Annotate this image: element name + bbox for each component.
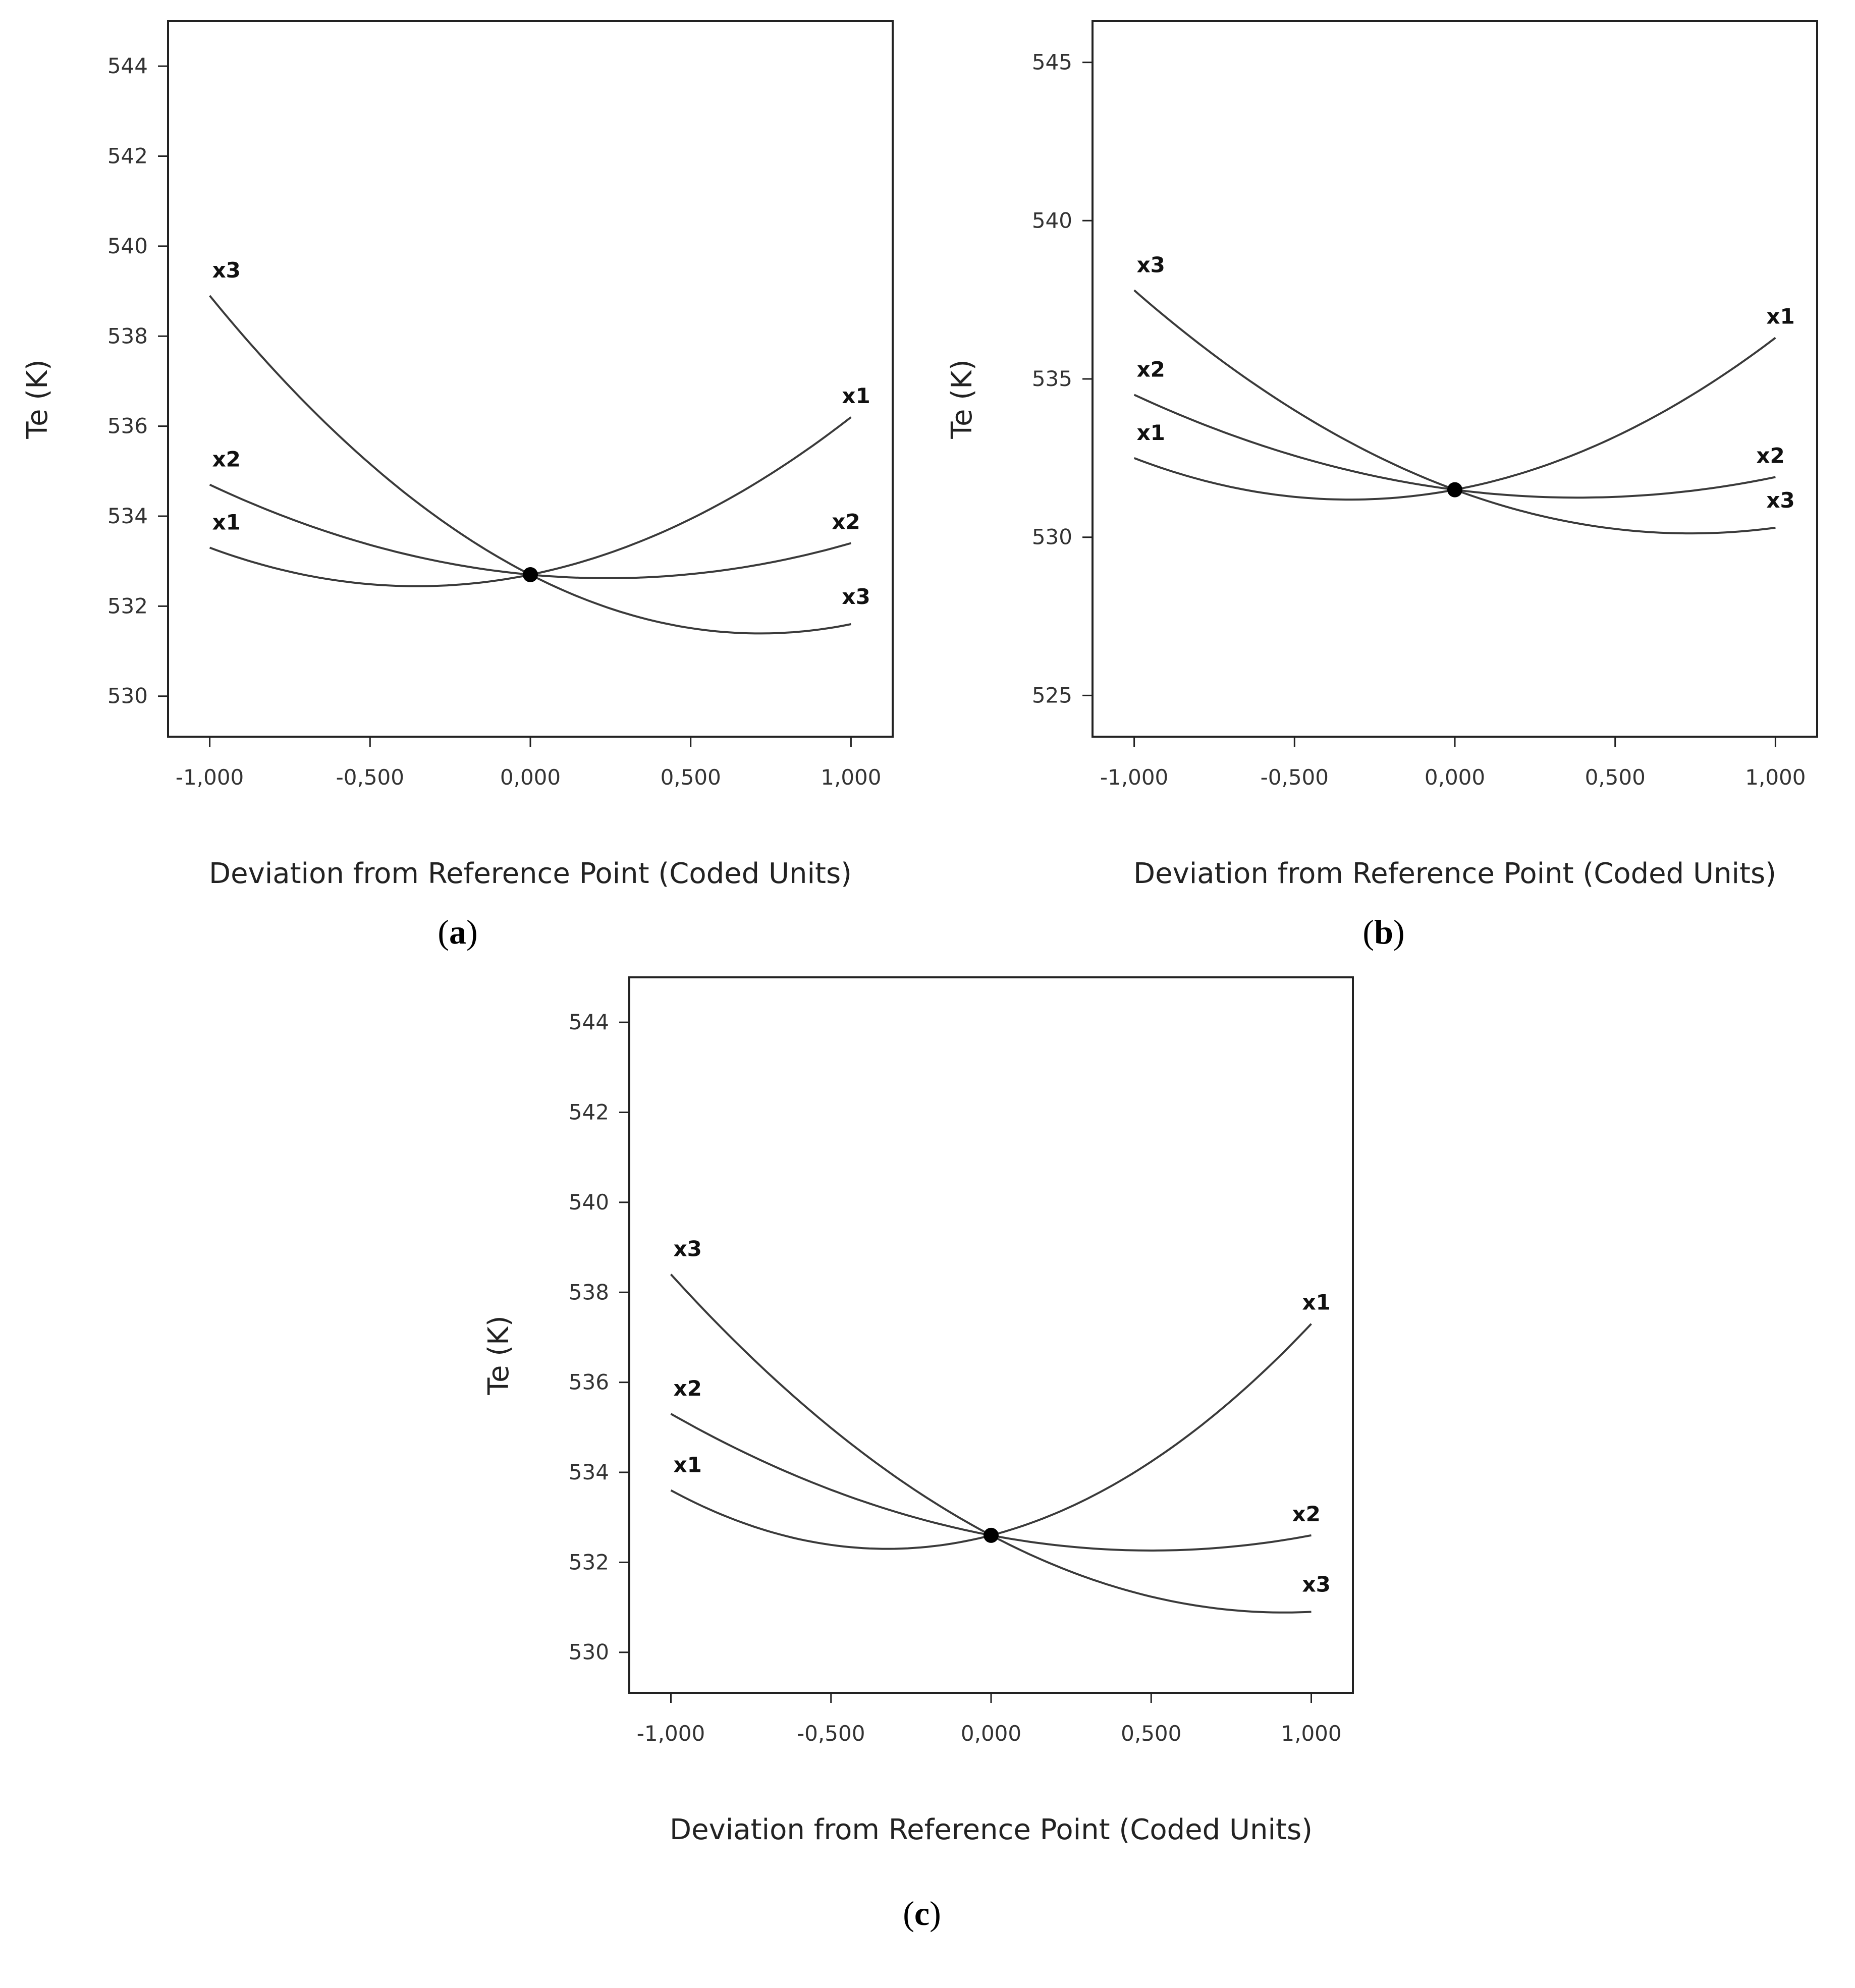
series-label-left-x1: x1 [1137, 420, 1165, 445]
y-tick-label: 544 [107, 53, 148, 78]
chart-panel-b: x1 x1 x2 x2 x3 x3 525 530 535 540 545 -1,000 -0,500 0… [946, 20, 1818, 890]
series-label-right-x2: x2 [1292, 1502, 1321, 1526]
panel-label-open-paren: ( [438, 913, 449, 951]
panel-label-letter: c [914, 1894, 930, 1932]
y-tick-label: 535 [1032, 366, 1072, 391]
x-axis-label: Deviation from Reference Point (Coded Un… [1133, 857, 1776, 890]
y-tick-label: 542 [107, 144, 148, 169]
series-label-left-x3: x3 [212, 258, 241, 283]
y-tick-label: 540 [107, 234, 148, 258]
y-tick-label: 545 [1032, 50, 1072, 75]
x-tick-label: 0,000 [500, 765, 561, 790]
x-tick-label: -1,000 [176, 765, 244, 790]
series-label-right-x2: x2 [832, 510, 860, 534]
panel-label-open-paren: ( [1362, 913, 1374, 951]
y-tick-label: 538 [569, 1280, 609, 1304]
panel-label-close-paren: ) [466, 913, 478, 951]
series-label-right-x3: x3 [1302, 1572, 1331, 1596]
x-tick-label: 0,500 [1121, 1721, 1181, 1746]
y-tick-label: 530 [569, 1640, 609, 1665]
x-tick-label: -0,500 [336, 765, 404, 790]
series-label-left-x3: x3 [673, 1237, 701, 1261]
y-tick-label: 538 [107, 323, 148, 348]
panel-label-letter: b [1374, 913, 1393, 951]
y-tick-label: 540 [569, 1190, 609, 1214]
x-tick-label: 0,500 [661, 765, 721, 790]
series-line-x3 [670, 1274, 1312, 1614]
x-tick-label: -0,500 [1261, 765, 1329, 790]
series-label-left-x2: x2 [673, 1376, 701, 1401]
plot-frame [1092, 20, 1818, 738]
series-label-left-x1: x1 [212, 510, 241, 534]
panel-label-letter: a [449, 913, 466, 951]
series-label-right-x3: x3 [1766, 488, 1794, 513]
panel-label-close-paren: ) [1393, 913, 1405, 951]
y-tick-label: 536 [569, 1370, 609, 1395]
y-tick-label: 532 [569, 1550, 609, 1574]
x-tick-label: -1,000 [1100, 765, 1168, 790]
x-tick-label: -1,000 [637, 1721, 705, 1746]
panel-label-close-paren: ) [930, 1894, 941, 1932]
panel-label-b: (b) [1362, 913, 1404, 951]
x-axis-label: Deviation from Reference Point (Coded Un… [209, 857, 852, 890]
panel-label-open-paren: ( [903, 1894, 914, 1932]
reference-point-marker [1447, 482, 1462, 498]
series-label-right-x3: x3 [842, 584, 870, 609]
x-tick-label: 0,000 [961, 1721, 1021, 1746]
y-axis-label: Te (K) [482, 1315, 515, 1395]
series-line-x1 [209, 416, 852, 587]
series-line-x3 [209, 295, 851, 635]
series-line-x2 [209, 483, 851, 579]
reference-point-marker [984, 1527, 999, 1543]
y-tick-label: 525 [1032, 683, 1072, 707]
series-label-left-x3: x3 [1137, 252, 1165, 277]
y-axis-label: Te (K) [946, 359, 978, 439]
chart-panel-c: x1 x1 x2 x2 x3 x3 530 532 534 536 538 540 542 544 -1,0… [482, 976, 1354, 1846]
x-axis-label: Deviation from Reference Point (Coded Un… [670, 1813, 1313, 1846]
x-tick-label: -0,500 [797, 1721, 865, 1746]
y-tick-label: 540 [1032, 208, 1072, 233]
y-tick-label: 534 [569, 1460, 609, 1484]
series-label-right-x1: x1 [842, 383, 870, 408]
series-label-left-x1: x1 [673, 1453, 701, 1477]
y-tick-label: 544 [569, 1010, 609, 1034]
series-label-right-x2: x2 [1756, 444, 1784, 468]
series-label-left-x2: x2 [212, 447, 241, 472]
y-tick-label: 532 [107, 593, 148, 618]
y-tick-label: 534 [107, 504, 148, 528]
series-label-left-x2: x2 [1137, 357, 1165, 381]
x-tick-label: 1,000 [821, 765, 881, 790]
y-tick-label: 536 [107, 414, 148, 438]
panel-label-c: (c) [903, 1894, 941, 1932]
x-tick-label: 1,000 [1745, 765, 1806, 790]
plot-frame [628, 976, 1354, 1694]
series-line-x1 [670, 1323, 1312, 1550]
y-tick-label: 530 [1032, 525, 1072, 549]
y-axis-label: Te (K) [21, 359, 54, 439]
series-line-x1 [1133, 337, 1776, 501]
y-tick-label: 542 [569, 1100, 609, 1125]
x-tick-label: 0,000 [1425, 765, 1485, 790]
chart-panel-a: x1 x1 x2 x2 x3 x3 530 532 534 536 538 540 542 544 -1,0… [21, 20, 894, 890]
x-tick-label: 0,500 [1585, 765, 1646, 790]
series-label-right-x1: x1 [1766, 304, 1794, 328]
panel-label-a: (a) [438, 913, 477, 951]
x-tick-label: 1,000 [1281, 1721, 1341, 1746]
reference-point-marker [523, 567, 538, 582]
series-label-right-x1: x1 [1302, 1290, 1331, 1315]
y-tick-label: 530 [107, 684, 148, 708]
plot-frame [167, 20, 894, 738]
